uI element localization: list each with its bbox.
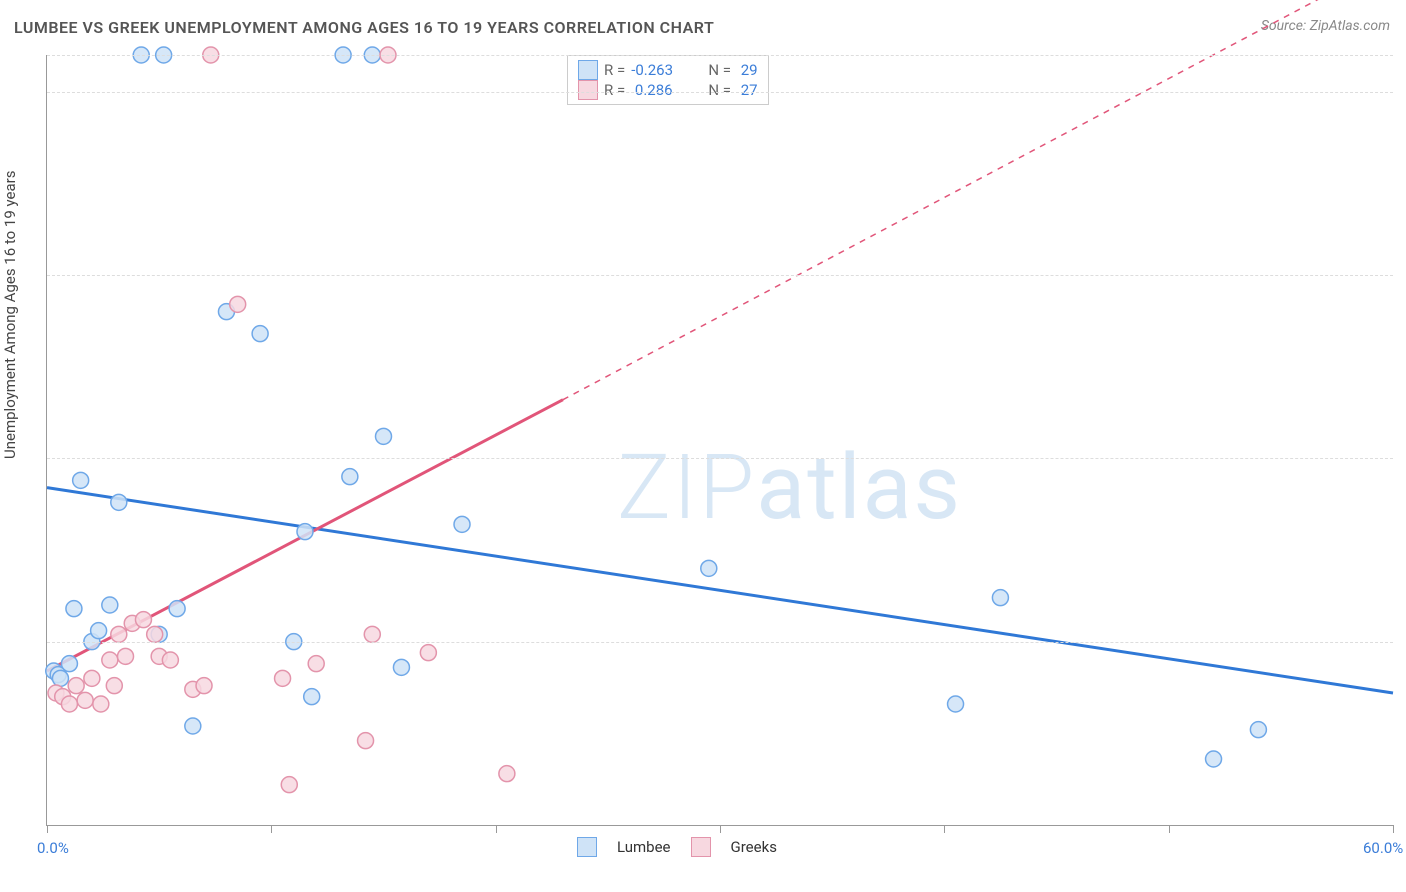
plot-area: ZIPatlas R =-0.263 N = 29R = 0.286 N = 2… (46, 55, 1393, 826)
legend-row: R = 0.286 N = 27 (578, 80, 758, 100)
legend-swatch (578, 60, 598, 80)
legend-swatch (577, 837, 597, 857)
legend-label: Greeks (731, 838, 777, 856)
grid-line (47, 55, 1393, 56)
grid-line (47, 275, 1393, 276)
x-tick (1393, 825, 1394, 833)
grid-line (47, 642, 1393, 643)
legend-swatch (578, 80, 598, 100)
grid-line (47, 458, 1393, 459)
x-tick (496, 825, 497, 833)
x-tick (271, 825, 272, 833)
legend-swatch (691, 837, 711, 857)
legend-label: Lumbee (617, 838, 671, 856)
x-tick (47, 825, 48, 833)
series-legend: Lumbee Greeks (577, 837, 777, 857)
x-tick (1169, 825, 1170, 833)
x-tick-label: 60.0% (1363, 839, 1403, 857)
scatter-plot-svg (47, 55, 1393, 825)
legend-row: R =-0.263 N = 29 (578, 60, 758, 80)
correlation-legend: R =-0.263 N = 29R = 0.286 N = 27 (567, 55, 769, 105)
y-axis-label: Unemployment Among Ages 16 to 19 years (1, 171, 19, 459)
grid-line (47, 92, 1393, 93)
x-tick-label: 0.0% (37, 839, 69, 857)
x-tick (720, 825, 721, 833)
chart-title: LUMBEE VS GREEK UNEMPLOYMENT AMONG AGES … (14, 18, 714, 37)
x-tick (944, 825, 945, 833)
source-attribution: Source: ZipAtlas.com (1261, 18, 1390, 34)
